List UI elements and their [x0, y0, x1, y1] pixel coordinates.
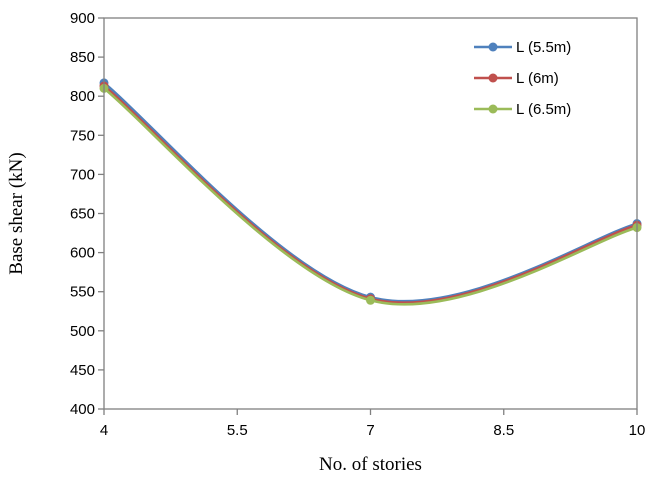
x-axis-title: No. of stories — [319, 454, 422, 475]
series-layer — [99, 78, 642, 306]
series-line-l-6-5m — [103, 87, 638, 306]
y-tick-label: 650 — [70, 206, 95, 223]
y-axis-title: Base shear (kN) — [6, 152, 27, 274]
y-axis-ticks: 400 450 500 550 600 650 700 750 800 850 900 — [70, 10, 104, 418]
y-tick-label: 400 — [70, 401, 95, 418]
y-tick-label: 700 — [70, 166, 95, 183]
x-tick-label: 10 — [629, 422, 646, 439]
legend-marker-l-5-5m — [488, 42, 498, 52]
y-tick-label: 550 — [70, 284, 95, 301]
data-point-l-6-5m — [366, 295, 375, 305]
y-tick-label: 450 — [70, 362, 95, 379]
x-tick-label: 4 — [100, 422, 108, 439]
x-axis-ticks: 4 5.5 7 8.5 10 — [100, 409, 646, 439]
x-tick-label: 5.5 — [227, 422, 248, 439]
plot-area-frame — [103, 17, 638, 410]
legend-marker-l-6m — [488, 73, 498, 83]
y-tick-label: 800 — [70, 88, 95, 105]
y-tick-label: 500 — [70, 323, 95, 340]
x-tick-label: 7 — [366, 422, 374, 439]
y-tick-label: 600 — [70, 245, 95, 262]
legend-marker-l-6-5m — [488, 104, 498, 114]
legend-label-l-6-5m: L (6.5m) — [516, 101, 571, 118]
y-tick-label: 850 — [70, 49, 95, 66]
y-tick-label: 750 — [70, 127, 95, 144]
legend-label-l-5-5m: L (5.5m) — [516, 39, 571, 56]
y-tick-label: 900 — [70, 10, 95, 27]
legend-label-l-6m: L (6m) — [516, 70, 559, 87]
series-line-l-6m — [103, 85, 638, 305]
x-tick-label: 8.5 — [493, 422, 514, 439]
legend: L (5.5m) L (6m) L (6.5m) — [474, 39, 571, 118]
